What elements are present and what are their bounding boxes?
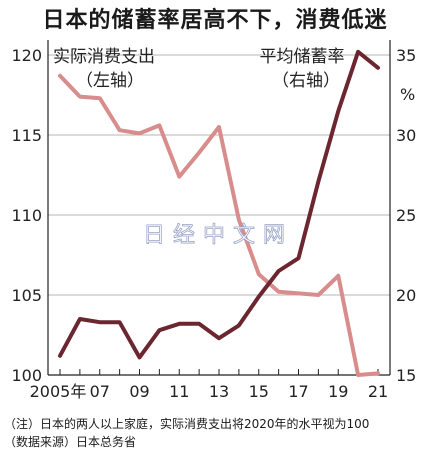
legend-saving-name: 平均储蓄率 <box>260 47 345 67</box>
data-point <box>157 328 161 332</box>
data-point <box>316 179 320 183</box>
data-point <box>376 66 380 70</box>
data-point <box>356 50 360 54</box>
x-tick-label: 17 <box>288 382 308 401</box>
x-tick-label: 13 <box>209 382 229 401</box>
x-tick-label: 11 <box>169 382 189 401</box>
right-axis: 15 20 25 30 35% <box>396 46 416 385</box>
legend-consumption-axis: （左轴） <box>76 71 144 91</box>
data-point <box>197 322 201 326</box>
x-tick-label: 15 <box>249 382 269 401</box>
data-point <box>336 109 340 113</box>
right-tick-label: 35 <box>396 46 416 65</box>
data-point <box>217 125 221 129</box>
left-tick-label: 100 <box>11 366 42 385</box>
left-tick-label: 105 <box>11 286 42 305</box>
legend-consumption-name: 实际消费支出 <box>53 47 155 67</box>
legend-saving-axis: （右轴） <box>272 71 340 91</box>
x-tick-label: 19 <box>328 382 348 401</box>
footnote-note: （注）日本的两人以上家庭，实际消费支出将2020年的水平视为100 <box>4 417 370 431</box>
data-point <box>277 290 281 294</box>
data-point <box>376 371 380 375</box>
data-point <box>296 256 301 260</box>
data-point <box>118 320 122 324</box>
data-point <box>58 74 62 78</box>
right-tick-label: 15 <box>396 366 416 385</box>
data-point <box>237 218 241 222</box>
x-tick-label: 2005年 <box>30 382 87 401</box>
chart-title: 日本的储蓄率居高不下，消费低迷 <box>42 8 388 33</box>
left-tick-label: 115 <box>11 126 42 145</box>
left-tick-label: 120 <box>11 46 42 65</box>
data-point <box>137 355 142 359</box>
right-axis-unit: % <box>400 85 415 104</box>
data-point <box>316 293 320 297</box>
right-tick-label: 30 <box>396 126 416 145</box>
data-point <box>257 272 261 276</box>
left-tick-label: 110 <box>11 206 42 225</box>
right-tick-label: 25 <box>396 206 416 225</box>
data-point <box>58 354 62 358</box>
data-point <box>98 96 102 100</box>
data-point <box>257 295 261 299</box>
data-point <box>356 373 360 377</box>
x-tick-label: 21 <box>368 382 388 401</box>
x-tick-label: 07 <box>90 382 110 401</box>
right-tick-label: 20 <box>396 286 416 305</box>
x-axis: 2005年 07 09 11 13 15 17 19 21 <box>30 369 388 401</box>
footnote-source: （数据来源）日本总务省 <box>4 435 137 449</box>
data-point <box>237 323 241 327</box>
x-tick-label: 09 <box>129 382 149 401</box>
series-layer <box>58 49 380 377</box>
data-point <box>296 291 301 295</box>
data-point <box>157 123 161 127</box>
grid-lines <box>48 54 390 376</box>
watermark: 日经中文网 <box>143 223 293 248</box>
data-point <box>197 151 201 155</box>
left-axis: 100 105 110 115 120 <box>11 46 42 385</box>
data-point <box>137 131 142 135</box>
data-point <box>118 128 122 132</box>
data-point <box>217 336 221 340</box>
data-point <box>177 175 181 179</box>
data-point <box>177 322 181 326</box>
data-point <box>78 95 82 99</box>
data-point <box>277 269 281 273</box>
data-point <box>336 274 340 278</box>
data-point <box>78 317 82 321</box>
series-line-saving-rate <box>58 49 380 360</box>
legend: 实际消费支出 （左轴） 平均储蓄率 （右轴） <box>53 47 345 91</box>
data-point <box>98 320 102 324</box>
